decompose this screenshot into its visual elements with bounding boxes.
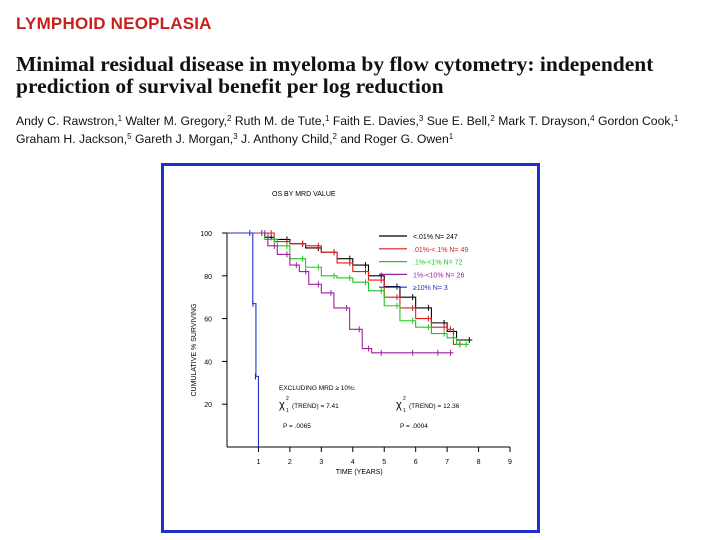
legend-label: ≥10% N= 3	[413, 285, 448, 292]
survival-chart: 1 2 3 4 5 6 7 8 9 20 40 60 80 100 OS BY MRD VALUE TIME …	[191, 191, 512, 476]
x-tick-label: 1	[256, 459, 260, 466]
y-tick-label: 80	[204, 274, 212, 281]
author-name: Graham H. Jackson,	[16, 132, 128, 146]
figure-frame: 1 2 3 4 5 6 7 8 9 20 40 60 80 100 OS BY MRD VALUE TIME …	[161, 163, 540, 533]
legend-label: .1%-<1% N= 72	[413, 260, 463, 267]
author-name: Gordon Cook,	[597, 114, 674, 128]
author-line-2: Graham H. Jackson,5 Gareth J. Morgan,3 J…	[16, 130, 716, 148]
author-name: Walter M. Gregory,	[125, 114, 228, 128]
x-tick-label: 4	[351, 459, 355, 466]
left-chi-sup: 2	[286, 396, 289, 402]
author-affiliation: 1	[448, 132, 454, 141]
x-tick-label: 3	[319, 459, 323, 466]
author-name: J. Anthony Child,	[241, 132, 333, 146]
x-tick-label: 2	[288, 459, 292, 466]
series-line	[227, 232, 463, 345]
author-list: Andy C. Rawstron,1 Walter M. Gregory,2 R…	[16, 112, 716, 148]
author-affiliation: 2	[332, 132, 337, 141]
author-name: Sue E. Bell,	[426, 114, 491, 128]
author-affiliation: 4	[590, 114, 595, 123]
author-affiliation: 3	[233, 132, 238, 141]
author-affiliation: 1	[324, 114, 330, 123]
author-name: Gareth J. Morgan,	[134, 132, 234, 146]
author-name: and Roger G. Owen	[340, 132, 449, 146]
right-chi-sub: 1	[403, 408, 406, 414]
annotation-header: EXCLUDING MRD ≥ 10%:	[279, 385, 356, 392]
author-name: Ruth M. de Tute,	[234, 114, 325, 128]
author-affiliation: 2	[227, 114, 232, 123]
author-affiliation: 5	[127, 132, 132, 141]
legend-label: <.01% N= 247	[413, 234, 458, 241]
section-label: LYMPHOID NEOPLASIA	[16, 14, 212, 33]
x-tick-label: 5	[382, 459, 386, 466]
right-chi-symbol: χ	[396, 399, 402, 411]
author-affiliation: 2	[490, 114, 495, 123]
author-name: Mark T. Drayson,	[498, 114, 591, 128]
right-p-value: P = .0004	[400, 423, 428, 430]
left-trend-value: (TREND) = 7.41	[292, 403, 339, 410]
x-tick-label: 6	[414, 459, 418, 466]
paper-title-line-1: Minimal residual disease in myeloma by f…	[16, 52, 654, 76]
left-chi-sub: 1	[286, 408, 289, 414]
right-chi-sup: 2	[403, 396, 406, 402]
series-line	[227, 232, 454, 354]
right-trend-value: (TREND) = 12.36	[409, 403, 460, 410]
series-line	[227, 232, 259, 447]
author-name: Faith E. Davies,	[332, 114, 419, 128]
legend-label: .01%-<.1% N= 49	[413, 247, 468, 254]
chart-title: OS BY MRD VALUE	[272, 191, 336, 198]
paper-title-line-2: prediction of survival benefit per log r…	[16, 74, 444, 98]
author-line-1: Andy C. Rawstron,1 Walter M. Gregory,2 R…	[16, 112, 716, 130]
author-affiliation: 3	[418, 114, 424, 123]
y-tick-label: 40	[204, 359, 212, 366]
y-tick-label: 20	[204, 402, 212, 409]
y-axis-label: CUMULATIVE % SURVIVING	[191, 303, 198, 396]
left-p-value: P = .0065	[283, 423, 311, 430]
author-affiliation: 1	[117, 114, 123, 123]
x-axis-label: TIME (YEARS)	[336, 469, 383, 476]
x-tick-label: 9	[508, 459, 512, 466]
legend-label: 1%-<10% N= 26	[413, 272, 464, 279]
author-affiliation: 1	[673, 114, 679, 123]
paper-title: Minimal residual disease in myeloma by f…	[16, 53, 716, 97]
y-tick-label: 60	[204, 317, 212, 324]
left-chi-symbol: χ	[279, 399, 285, 411]
x-tick-label: 8	[477, 459, 481, 466]
y-tick-label: 100	[200, 231, 212, 238]
x-tick-label: 7	[445, 459, 449, 466]
author-name: Andy C. Rawstron,	[16, 114, 118, 128]
